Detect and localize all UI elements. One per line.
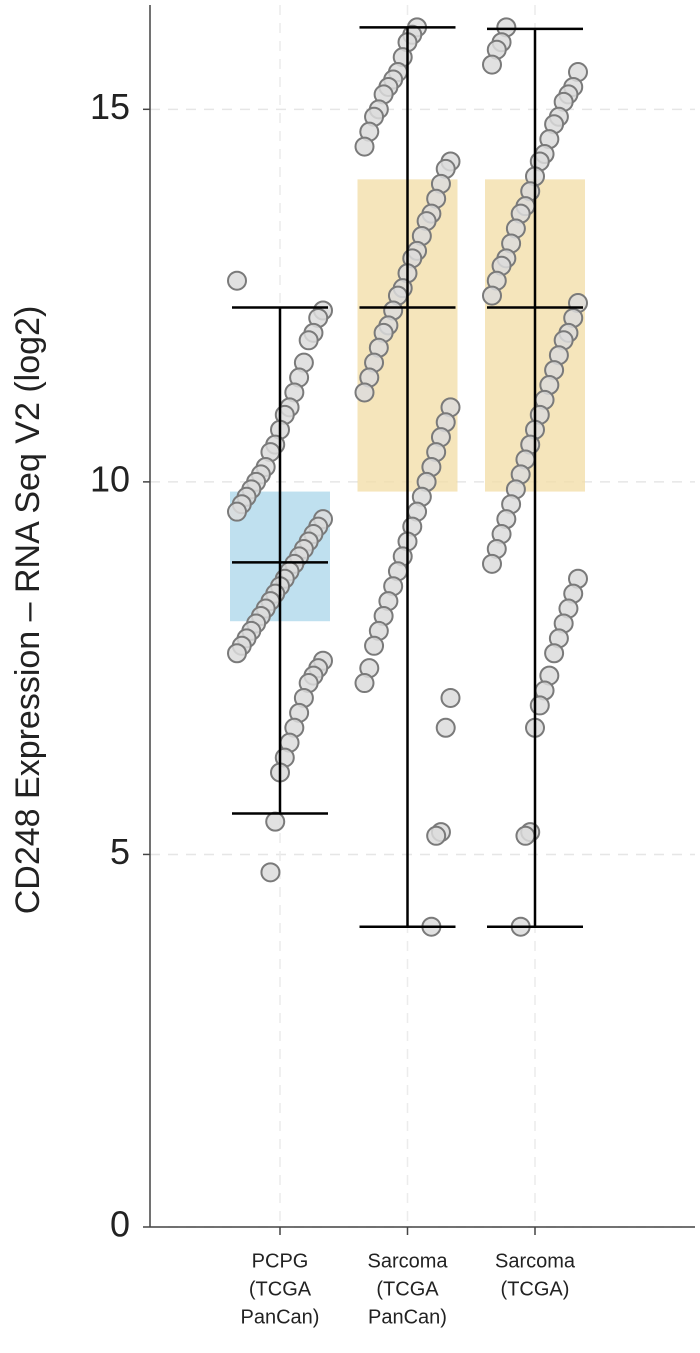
x-tick-label: PanCan) [241,1306,320,1328]
x-tick-label: (TCGA [376,1278,439,1300]
y-tick-label: 10 [90,458,130,499]
data-point [482,553,502,574]
x-tick-label: (TCGA) [501,1278,570,1300]
data-point [364,635,385,656]
x-tick-label: Sarcoma [367,1250,448,1272]
x-tick-label: PCPG [252,1250,309,1272]
data-point [544,643,565,664]
data-point [515,825,536,846]
data-point [529,695,550,716]
x-tick-label: (TCGA [249,1278,312,1300]
data-point [482,54,502,75]
data-point [435,717,456,738]
data-point [354,673,375,694]
data-point [260,862,281,883]
data-point [482,285,502,306]
y-tick-label: 5 [110,831,130,872]
y-tick-label: 15 [90,86,130,127]
data-point [265,811,286,832]
data-point [227,270,247,291]
data-point [354,136,375,157]
x-tick-label: Sarcoma [495,1250,576,1272]
data-point [426,825,447,846]
data-point [227,643,247,664]
data-point [227,501,247,522]
x-tick-label: PanCan) [368,1306,447,1328]
data-point [440,687,461,708]
y-axis-label: CD248 Expression – RNA Seq V2 (log2) [9,306,47,915]
data-point [298,330,319,351]
y-tick-label: 0 [110,1204,130,1245]
data-point [354,382,375,403]
